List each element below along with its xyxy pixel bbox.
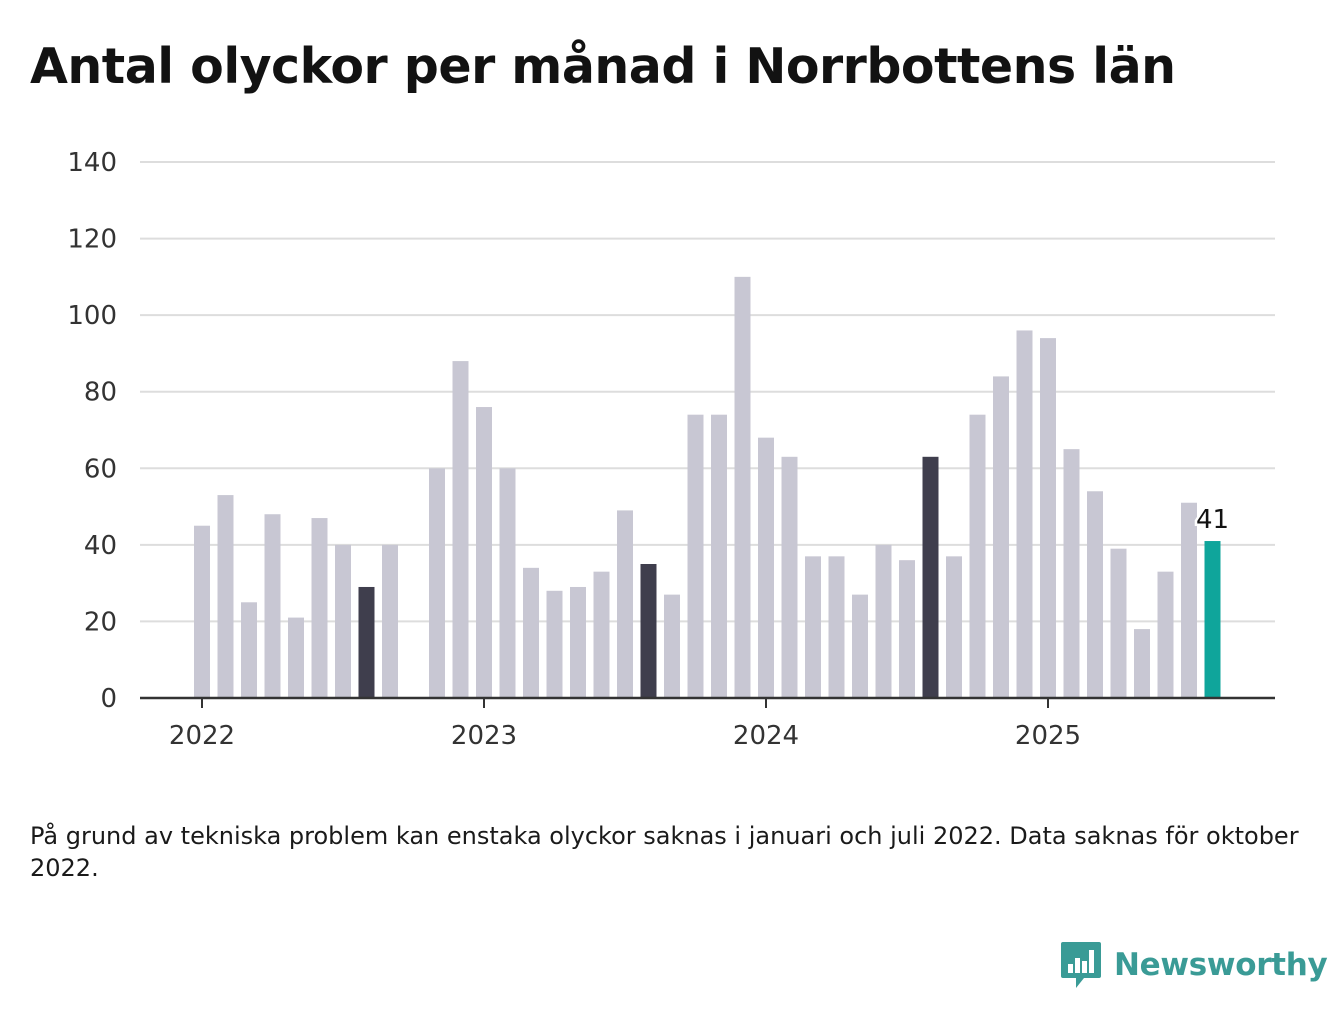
- bar: [311, 518, 328, 698]
- bar: [429, 468, 445, 698]
- bar: [499, 468, 516, 698]
- bar: [452, 361, 469, 698]
- bar: [217, 495, 234, 698]
- bar: [1087, 491, 1103, 698]
- bar: [382, 544, 398, 698]
- bar: [1204, 541, 1221, 698]
- brand-name: Newsworthy: [1114, 947, 1328, 983]
- y-tick-label: 80: [84, 378, 117, 408]
- bar: [1181, 502, 1197, 698]
- footnote: På grund av tekniska problem kan enstaka…: [30, 822, 1299, 882]
- bar: [335, 544, 351, 698]
- chart-title: Antal olyckor per månad i Norrbottens lä…: [30, 38, 1176, 95]
- bar: [593, 571, 610, 698]
- bar: [946, 556, 962, 698]
- y-tick-label: 0: [100, 684, 117, 714]
- bar: [734, 276, 751, 698]
- bar: [640, 564, 657, 698]
- bars: [194, 276, 1221, 698]
- bar: [476, 407, 492, 698]
- y-tick-label: 120: [67, 225, 117, 255]
- bar: [1040, 338, 1056, 698]
- bar: [1157, 571, 1174, 698]
- x-axis-ticks: 2022 2023 2024 2025: [169, 698, 1081, 751]
- bar: [241, 602, 257, 698]
- bar: [805, 556, 821, 698]
- bar: [1110, 548, 1127, 698]
- y-axis-ticks: 0 20 40 60 80 100 120 140: [67, 148, 117, 714]
- y-tick-label: 40: [84, 531, 117, 561]
- newsworthy-logo-icon: [1061, 942, 1101, 988]
- bar: [711, 414, 727, 698]
- y-tick-label: 100: [67, 301, 117, 331]
- bar: [852, 594, 868, 698]
- y-tick-label: 60: [84, 454, 117, 484]
- bar: [194, 525, 210, 698]
- bar: [288, 617, 304, 698]
- bar-chart: 0 20 40 60 80 100 120 140 2022 2023 2024 2025 41: [67, 148, 1275, 751]
- bar: [523, 567, 539, 698]
- y-tick-label: 20: [84, 607, 117, 637]
- x-tick-label: 2023: [451, 721, 517, 751]
- bar: [993, 376, 1009, 698]
- y-tick-label: 140: [67, 148, 117, 178]
- bar: [969, 414, 986, 698]
- bar: [758, 437, 774, 698]
- brand-logo[interactable]: Newsworthy: [1060, 940, 1328, 990]
- data-label: 41: [1196, 505, 1229, 535]
- bar: [899, 560, 915, 698]
- bar: [1063, 449, 1080, 698]
- x-tick-label: 2025: [1015, 721, 1081, 751]
- bar: [875, 544, 892, 698]
- data-labels: 41: [1193, 503, 1231, 538]
- gridlines: [140, 161, 1275, 623]
- bar: [828, 556, 845, 698]
- bar: [546, 590, 563, 698]
- x-tick-label: 2022: [169, 721, 235, 751]
- bar: [264, 514, 281, 698]
- bar: [617, 510, 633, 698]
- bar: [664, 594, 680, 698]
- bar: [570, 586, 586, 698]
- bar: [687, 414, 704, 698]
- bar: [1016, 330, 1033, 698]
- bar: [781, 456, 798, 698]
- x-tick-label: 2024: [733, 721, 799, 751]
- bar: [358, 586, 375, 698]
- bar: [1134, 629, 1150, 698]
- bar: [922, 456, 939, 698]
